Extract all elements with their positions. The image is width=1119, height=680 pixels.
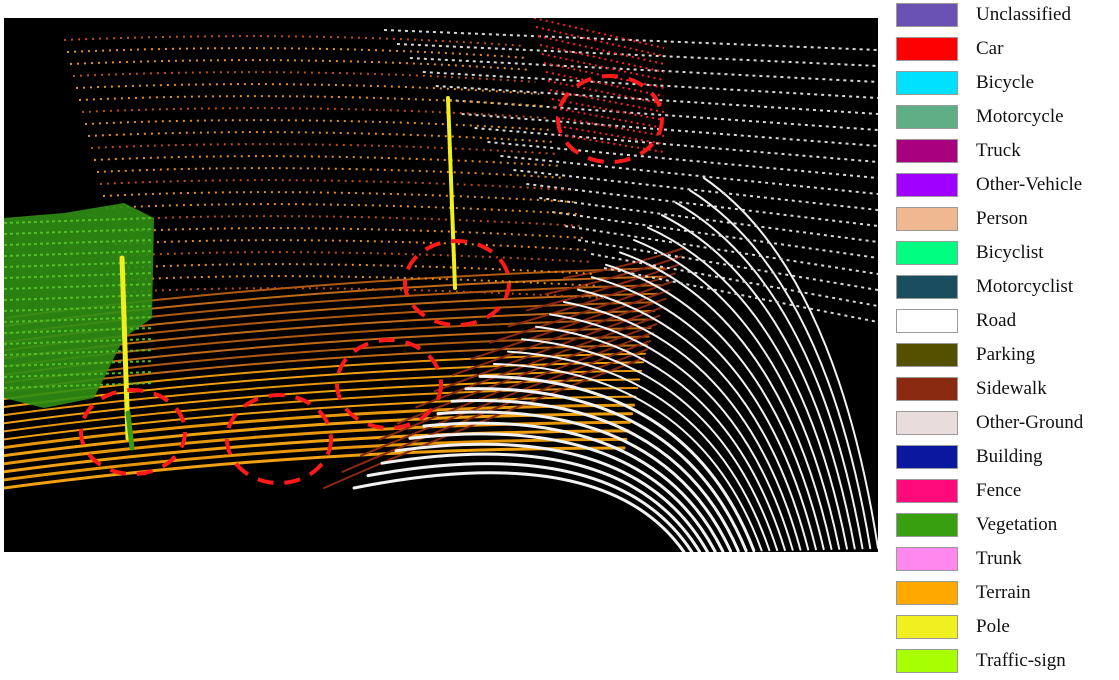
legend-label: Fence bbox=[976, 480, 1022, 501]
highlight-circle-terrain-left bbox=[225, 393, 333, 485]
legend-item-other-vehicle: Other-Vehicle bbox=[896, 170, 1116, 204]
legend-swatch bbox=[896, 513, 958, 537]
legend-label: Other-Vehicle bbox=[976, 174, 1083, 195]
legend-swatch bbox=[896, 411, 958, 435]
legend-item-road: Road bbox=[896, 306, 1116, 340]
legend-swatch bbox=[896, 207, 958, 231]
legend-label: Motorcyclist bbox=[976, 276, 1074, 297]
legend-swatch bbox=[896, 37, 958, 61]
legend-swatch bbox=[896, 241, 958, 265]
legend-item-traffic-sign: Traffic-sign bbox=[896, 646, 1116, 680]
point-cloud-points bbox=[4, 18, 878, 552]
legend-item-fence: Fence bbox=[896, 476, 1116, 510]
legend-item-sidewalk: Sidewalk bbox=[896, 374, 1116, 408]
legend-label: Sidewalk bbox=[976, 378, 1047, 399]
legend-label: Truck bbox=[976, 140, 1021, 161]
legend-label: Unclassified bbox=[976, 4, 1071, 25]
legend-item-bicycle: Bicycle bbox=[896, 68, 1116, 102]
highlight-circle-car bbox=[556, 74, 664, 164]
legend-swatch bbox=[896, 173, 958, 197]
highlight-circle-pole-center bbox=[403, 239, 511, 327]
legend-label: Trunk bbox=[976, 548, 1022, 569]
highlight-circles bbox=[79, 74, 664, 485]
legend-label: Other-Ground bbox=[976, 412, 1084, 433]
legend-swatch bbox=[896, 615, 958, 639]
highlight-circle-terrain-right bbox=[335, 338, 443, 430]
legend-item-motorcyclist: Motorcyclist bbox=[896, 272, 1116, 306]
legend-item-car: Car bbox=[896, 34, 1116, 68]
legend-swatch bbox=[896, 71, 958, 95]
point-cloud-scene bbox=[4, 18, 878, 552]
legend-swatch bbox=[896, 377, 958, 401]
legend-swatch bbox=[896, 479, 958, 503]
legend-label: Car bbox=[976, 38, 1004, 59]
legend-label: Parking bbox=[976, 344, 1036, 365]
legend-swatch bbox=[896, 343, 958, 367]
legend-swatch bbox=[896, 3, 958, 27]
legend-item-trunk: Trunk bbox=[896, 544, 1116, 578]
legend-item-pole: Pole bbox=[896, 612, 1116, 646]
legend-label: Person bbox=[976, 208, 1028, 229]
legend-item-other-ground: Other-Ground bbox=[896, 408, 1116, 442]
legend-label: Traffic-sign bbox=[976, 650, 1066, 671]
legend-swatch bbox=[896, 105, 958, 129]
legend-item-person: Person bbox=[896, 204, 1116, 238]
legend-swatch bbox=[896, 445, 958, 469]
legend-item-unclassified: Unclassified bbox=[896, 0, 1116, 34]
legend-item-terrain: Terrain bbox=[896, 578, 1116, 612]
legend-item-bicyclist: Bicyclist bbox=[896, 238, 1116, 272]
legend-item-vegetation: Vegetation bbox=[896, 510, 1116, 544]
legend-label: Building bbox=[976, 446, 1043, 467]
legend-swatch bbox=[896, 275, 958, 299]
legend-item-motorcycle: Motorcycle bbox=[896, 102, 1116, 136]
legend-item-parking: Parking bbox=[896, 340, 1116, 374]
legend-label: Vegetation bbox=[976, 514, 1058, 535]
legend-swatch bbox=[896, 139, 958, 163]
legend-swatch bbox=[896, 547, 958, 571]
legend-swatch bbox=[896, 309, 958, 333]
highlight-circle-pole-left bbox=[79, 388, 187, 476]
legend-swatch bbox=[896, 649, 958, 673]
legend-label: Bicyclist bbox=[976, 242, 1044, 263]
legend-label: Motorcycle bbox=[976, 106, 1064, 127]
legend-swatch bbox=[896, 581, 958, 605]
legend-label: Bicycle bbox=[976, 72, 1035, 93]
legend-label: Terrain bbox=[976, 582, 1031, 603]
legend-label: Road bbox=[976, 310, 1017, 331]
legend-label: Pole bbox=[976, 616, 1010, 637]
legend-item-building: Building bbox=[896, 442, 1116, 476]
legend-item-truck: Truck bbox=[896, 136, 1116, 170]
